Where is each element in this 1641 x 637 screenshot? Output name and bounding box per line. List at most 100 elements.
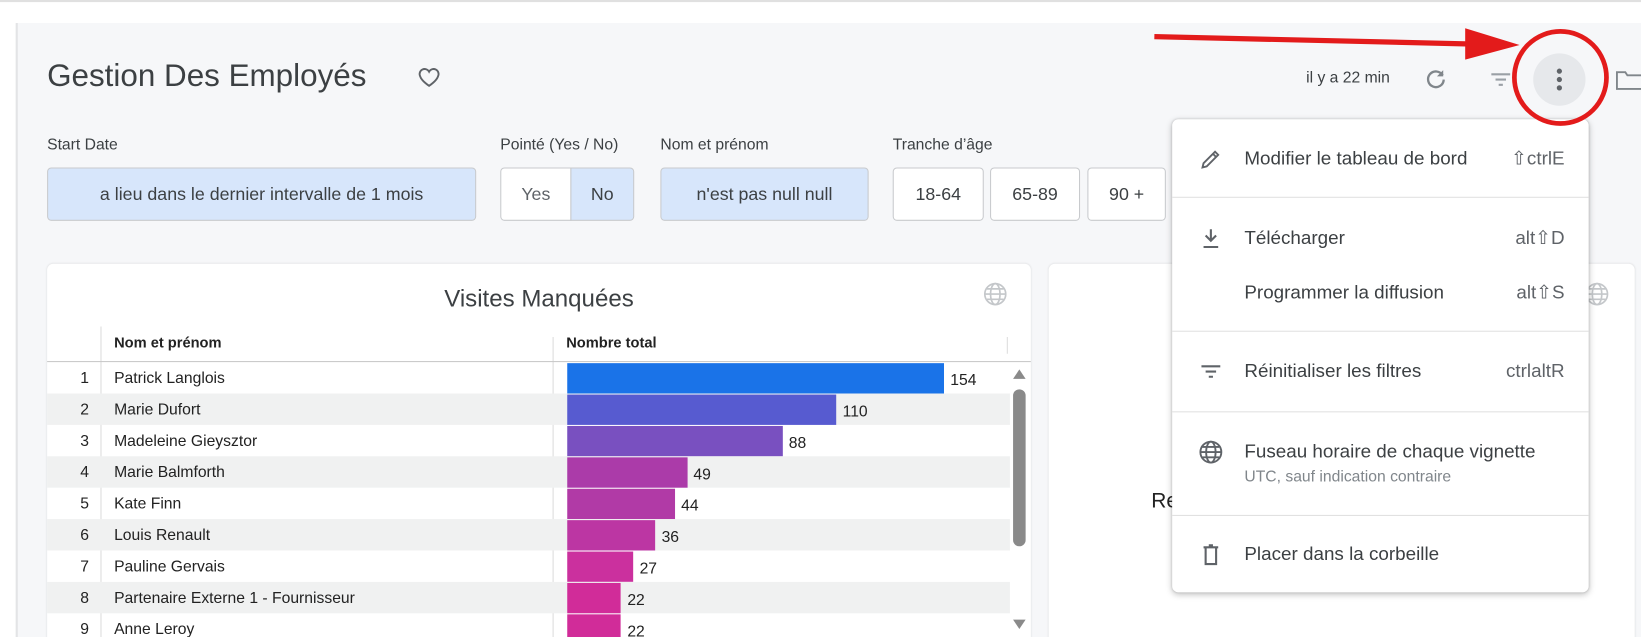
menu-item-label: Placer dans la corbeille [1244, 543, 1440, 565]
tile-partial-text: Re [1151, 489, 1178, 513]
nom-filter[interactable]: n'est pas null null [660, 167, 869, 221]
menu-item-subtext: UTC, sauf indication contraire [1244, 467, 1452, 486]
menu-divider [1172, 514, 1589, 516]
heart-icon[interactable] [417, 65, 442, 90]
row-number: 7 [80, 557, 89, 576]
filter-icon [1201, 365, 1221, 378]
menu-item-label: Télécharger [1244, 227, 1345, 249]
row-value: 88 [788, 434, 807, 453]
scrollbar[interactable] [1010, 363, 1029, 635]
row-value: 49 [693, 465, 711, 484]
row-name: Pauline Gervais [114, 557, 225, 576]
filter-label-pointe: Pointé (Yes / No) [500, 136, 619, 154]
filter-label-age: Tranche d’âge [892, 136, 993, 154]
globe-icon[interactable] [983, 282, 1008, 307]
more-options-button[interactable] [1533, 53, 1586, 106]
menu-item-shortcut: alt⇧S [1516, 281, 1565, 303]
menu-item-label: Fuseau horaire de chaque vignette [1244, 440, 1536, 462]
row-name: Anne Leroy [114, 620, 195, 637]
menu-item-label: Programmer la diffusion [1244, 281, 1444, 303]
trash-icon [1203, 544, 1219, 566]
menu-divider [1172, 330, 1589, 332]
age-65-89-button[interactable]: 65-89 [990, 167, 1081, 221]
table-row[interactable]: 9 Anne Leroy 22 [47, 613, 1010, 637]
pointe-yes-button[interactable]: Yes [500, 167, 572, 221]
row-name: Louis Renault [114, 526, 211, 545]
pencil-icon [1201, 150, 1220, 169]
table-row[interactable]: 4 Marie Balmforth 49 [47, 456, 1010, 488]
table-row[interactable]: 7 Pauline Gervais 27 [47, 550, 1010, 582]
header-divider [47, 361, 1031, 363]
row-name: Madeleine Gieysztor [114, 432, 258, 451]
row-number: 4 [80, 463, 89, 482]
tile-title: Visites Manquées [444, 284, 634, 312]
row-value: 22 [627, 622, 645, 637]
top-border [0, 0, 1641, 3]
row-bar [567, 582, 622, 614]
row-bar [567, 551, 634, 582]
table-row[interactable]: 2 Marie Dufort 110 [47, 393, 1010, 425]
row-number: 5 [80, 495, 89, 513]
annotation-circle [1512, 29, 1609, 126]
last-updated-text: il y a 22 min [1306, 69, 1390, 87]
row-value: 44 [681, 497, 699, 515]
column-header-name[interactable]: Nom et prénom [114, 333, 222, 351]
row-value: 154 [950, 371, 977, 390]
row-number: 6 [80, 526, 89, 545]
row-value: 36 [661, 528, 680, 547]
age-18-64-button[interactable]: 18-64 [892, 167, 984, 221]
column-divider [1006, 336, 1008, 354]
filter-label-start-date: Start Date [47, 136, 118, 154]
table-row[interactable]: 6 Louis Renault 36 [47, 519, 1010, 551]
row-name: Marie Dufort [114, 400, 201, 419]
table-row[interactable]: 3 Madeleine Gieysztor 88 [47, 425, 1010, 457]
row-bar [567, 614, 622, 637]
table-row[interactable]: 8 Partenaire Externe 1 - Fournisseur 22 [47, 581, 1010, 614]
folder-icon[interactable] [1615, 67, 1641, 92]
row-number: 9 [80, 620, 89, 637]
filter-icon[interactable] [1488, 67, 1513, 92]
row-number: 8 [80, 589, 89, 608]
annotation-arrow-shaft [1154, 34, 1471, 47]
row-bar [567, 363, 944, 394]
row-bar [567, 394, 837, 425]
menu-divider [1172, 411, 1589, 413]
row-number: 3 [80, 432, 89, 451]
row-bar [567, 425, 783, 457]
menu-item-label: Modifier le tableau de bord [1244, 147, 1468, 169]
page-title: Gestion Des Employés [47, 58, 367, 94]
row-number: 1 [80, 369, 89, 388]
row-bar [567, 457, 688, 488]
row-name: Patrick Langlois [114, 369, 225, 388]
row-number: 2 [80, 400, 89, 419]
menu-item-shortcut: ⇧ctrlE [1511, 147, 1565, 169]
more-options-menu: Modifier le tableau de bord ⇧ctrlE Téléc… [1172, 119, 1589, 593]
annotation-arrow-head [1465, 28, 1520, 60]
start-date-filter[interactable]: a lieu dans le dernier intervalle de 1 m… [47, 167, 477, 221]
visites-manquees-tile: Visites Manquées Nom et prénom Nombre to… [47, 263, 1031, 637]
annotation-arrow-and-circle [1154, 28, 1609, 126]
column-header-total[interactable]: Nombre total [566, 333, 657, 351]
row-value: 110 [842, 402, 868, 421]
age-90-plus-button[interactable]: 90 + [1087, 167, 1166, 221]
filter-label-nom: Nom et prénom [660, 136, 769, 154]
row-value: 22 [627, 591, 645, 610]
row-bar [567, 520, 656, 551]
kebab-icon [1556, 68, 1562, 91]
row-name: Partenaire Externe 1 - Fournisseur [114, 589, 355, 608]
table-row[interactable]: 5 Kate Finn 44 [47, 488, 1010, 520]
menu-item-shortcut: ctrlaltR [1505, 360, 1565, 381]
menu-item-shortcut: alt⇧D [1515, 227, 1565, 249]
table-row[interactable]: 1 Patrick Langlois 154 [47, 362, 1010, 394]
pointe-no-button[interactable]: No [570, 167, 635, 221]
menu-item-label: Réinitialiser les filtres [1244, 360, 1422, 381]
menu-divider [1172, 196, 1589, 198]
refresh-icon[interactable] [1423, 67, 1448, 92]
globe-icon [1199, 440, 1223, 464]
row-name: Kate Finn [114, 495, 182, 513]
row-name: Marie Balmforth [114, 463, 225, 482]
row-value: 27 [639, 559, 658, 578]
row-bar [567, 488, 675, 520]
